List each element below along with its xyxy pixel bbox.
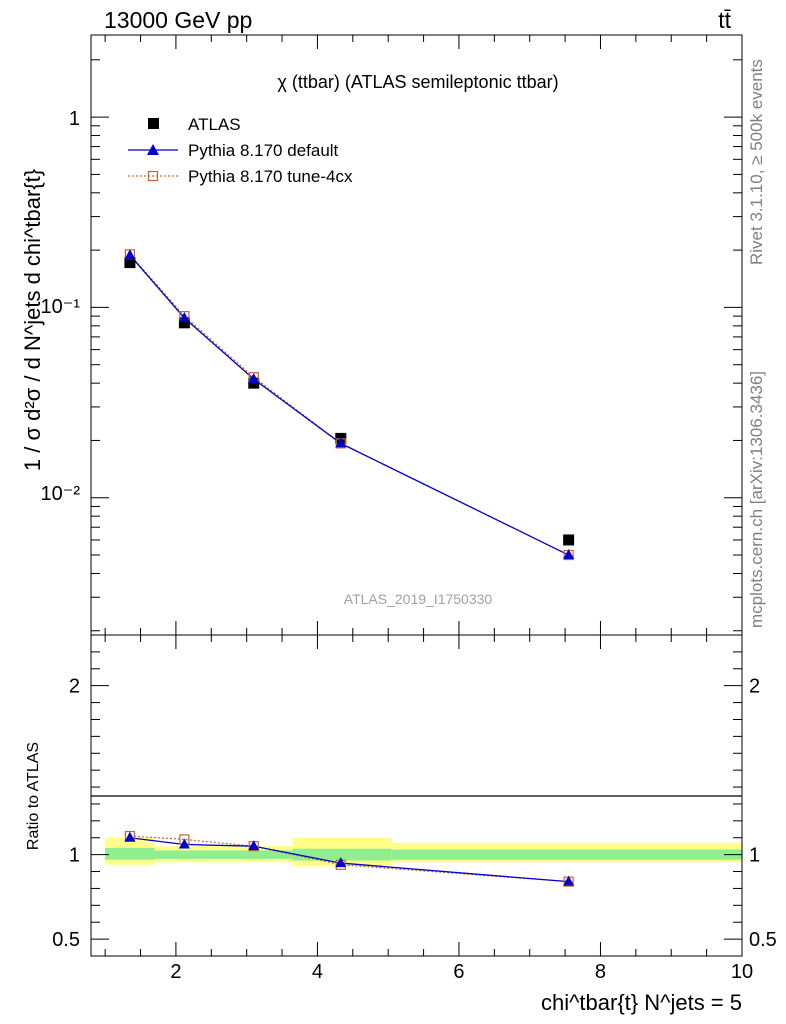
uncertainty-bands xyxy=(105,837,742,867)
process-label: 13000 GeV pp xyxy=(104,7,252,33)
inner-uncertainty-band xyxy=(292,848,392,861)
ratio-series-layer xyxy=(124,830,575,887)
ratio-point-default xyxy=(178,838,190,849)
x-tick-label: 4 xyxy=(312,961,323,983)
main-axis-ticks xyxy=(91,35,743,635)
ratio-point-default xyxy=(335,857,347,868)
ratio-axis-ticks: 0.5 0.5 1 1 2 2 2 4 6 8 10 xyxy=(52,635,777,983)
ratio-point-default xyxy=(563,875,575,886)
ratio-y-tick-label-right: 1 xyxy=(749,845,760,867)
inner-uncertainty-band xyxy=(391,849,742,860)
ratio-frame xyxy=(90,634,743,957)
ratio-y-tick-label-right: 2 xyxy=(749,676,760,698)
series-line-tune xyxy=(129,253,569,556)
mcplots-source-label: mcplots.cern.ch [arXiv:1306.3436] xyxy=(747,371,766,628)
final-state-label: tt̄ xyxy=(718,7,731,33)
rivet-version-label: Rivet 3.1.10, ≥ 500k events xyxy=(747,59,766,265)
chart-title: χ (ttbar) (ATLAS semileptonic ttbar) xyxy=(277,72,558,92)
legend: ATLAS Pythia 8.170 default Pythia 8.170 … xyxy=(128,115,353,186)
default-data-point xyxy=(178,311,190,322)
atlas-data-point xyxy=(178,317,190,329)
legend-marker-default xyxy=(147,144,159,155)
ratio-y-tick-label-left: 0.5 xyxy=(52,929,80,951)
atlas-data-point xyxy=(248,377,260,389)
legend-marker-tune xyxy=(147,170,159,182)
x-tick-label: 8 xyxy=(595,961,606,983)
reference-watermark: ATLAS_2019_I1750330 xyxy=(344,591,493,607)
inner-uncertainty-band xyxy=(105,847,155,860)
x-tick-label: 2 xyxy=(170,961,181,983)
ratio-point-default xyxy=(124,831,136,842)
ratio-panel: 0.5 0.5 1 1 2 2 2 4 6 8 10 Ratio to ATLAS chi^tbar… xyxy=(25,634,777,1015)
ratio-point-default xyxy=(248,840,260,851)
legend-marker-atlas xyxy=(148,118,159,129)
ratio-y-tick-label-left: 1 xyxy=(69,845,80,867)
y-tick-label-1: 10⁻¹ xyxy=(41,296,81,318)
default-data-point xyxy=(335,437,347,448)
x-tick-label: 10 xyxy=(731,961,753,983)
series-line-default xyxy=(129,254,569,556)
main-panel: χ (ttbar) (ATLAS semileptonic ttbar) ATL… xyxy=(20,34,743,636)
inner-uncertainty-band xyxy=(154,850,293,859)
legend-label-default: Pythia 8.170 default xyxy=(188,141,339,160)
default-data-point xyxy=(248,373,260,384)
main-y-axis-label: 1 / σ d²σ / d N^jets d chi^tbar{t} xyxy=(20,169,45,471)
y-tick-label-0: 10⁻² xyxy=(41,483,81,505)
legend-label-tune: Pythia 8.170 tune-4cx xyxy=(188,167,353,186)
ratio-y-axis-label: Ratio to ATLAS xyxy=(25,742,42,850)
x-tick-label: 6 xyxy=(453,961,464,983)
x-axis-label: chi^tbar{t} N^jets = 5 xyxy=(541,990,742,1015)
ratio-y-tick-label-right: 0.5 xyxy=(749,929,777,951)
atlas-data-point xyxy=(124,257,136,269)
ratio-y-tick-label-left: 2 xyxy=(69,676,80,698)
atlas-data-point xyxy=(563,534,575,546)
y-tick-label-2: 1 xyxy=(69,108,80,130)
main-series-layer xyxy=(124,249,575,561)
default-data-point xyxy=(124,249,136,260)
default-data-point xyxy=(563,549,575,560)
legend-label-atlas: ATLAS xyxy=(188,115,241,134)
